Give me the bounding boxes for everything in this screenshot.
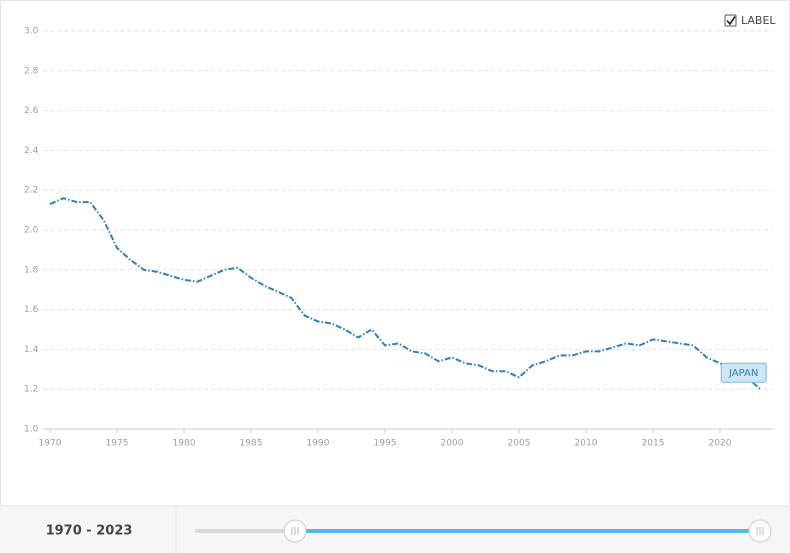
y-tick-label: 3.0 xyxy=(24,27,39,37)
slider-handle-end[interactable] xyxy=(748,519,772,543)
x-tick-label: 1995 xyxy=(374,439,397,449)
slider-handle-start[interactable] xyxy=(283,519,307,543)
x-tick-label: 1975 xyxy=(106,439,129,449)
series-line xyxy=(49,197,761,390)
y-tick-label: 2.2 xyxy=(24,186,38,196)
y-tick-label: 1.8 xyxy=(24,265,39,275)
y-tick-label: 2.8 xyxy=(24,66,39,76)
x-tick-label: 2000 xyxy=(441,439,464,449)
x-tick-label: 2020 xyxy=(709,439,732,449)
y-tick-label: 2.0 xyxy=(24,226,39,236)
y-tick-label: 2.4 xyxy=(24,146,39,156)
y-tick-label: 2.6 xyxy=(24,106,39,116)
y-tick-label: 1.6 xyxy=(24,305,39,315)
series-label: JAPAN xyxy=(720,362,767,383)
y-tick-label: 1.2 xyxy=(24,385,38,395)
x-tick-label: 1990 xyxy=(307,439,330,449)
label-toggle[interactable]: LABEL xyxy=(724,14,776,27)
x-tick-label: 2005 xyxy=(508,439,531,449)
series-label-box xyxy=(720,362,767,383)
x-tick-label: 2010 xyxy=(575,439,598,449)
x-tick-label: 2015 xyxy=(642,439,665,449)
y-tick-label: 1.4 xyxy=(24,345,39,355)
series-label-text: JAPAN xyxy=(728,368,758,379)
x-tick-label: 1980 xyxy=(173,439,196,449)
check-mark xyxy=(726,16,736,26)
range-label: 1970 - 2023 xyxy=(46,524,133,539)
label-toggle-text[interactable]: LABEL xyxy=(741,14,776,27)
x-tick-label: 1970 xyxy=(39,439,62,449)
y-tick-label: 1.0 xyxy=(24,425,39,435)
x-tick-label: 1985 xyxy=(240,439,263,449)
